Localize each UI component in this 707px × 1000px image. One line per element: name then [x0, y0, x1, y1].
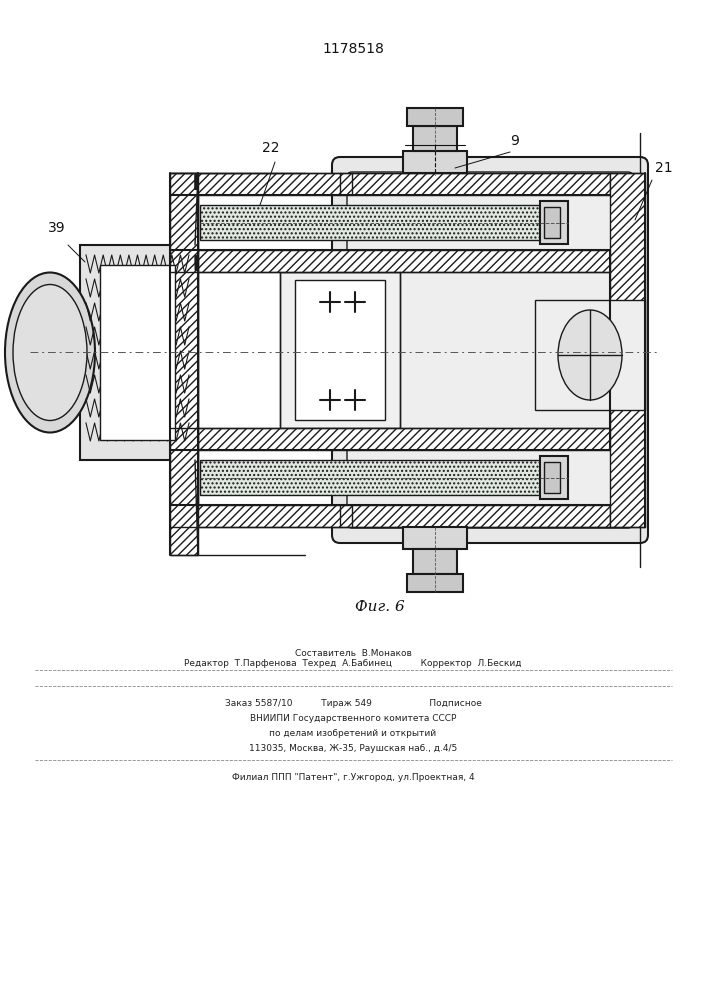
Bar [280, 272, 400, 428]
Text: Фиг. 6: Фиг. 6 [355, 600, 405, 614]
Text: Г - Г: Г - Г [417, 128, 452, 142]
Bar [100, 265, 175, 440]
Text: Заказ 5587/10          Тираж 549                    Подписное: Заказ 5587/10 Тираж 549 Подписное [225, 699, 481, 708]
Bar [170, 173, 610, 195]
Text: 1178518: 1178518 [322, 42, 384, 56]
Bar [403, 151, 467, 173]
Bar [544, 462, 560, 493]
Bar [170, 428, 610, 450]
Text: по делам изобретений и открытий: по делам изобретений и открытий [269, 729, 436, 738]
Text: Составитель  В.Монаков: Составитель В.Монаков [295, 649, 411, 658]
Text: 113035, Москва, Ж-35, Раушская наб., д.4/5: 113035, Москва, Ж-35, Раушская наб., д.4… [249, 744, 457, 753]
Bar [403, 527, 467, 549]
FancyBboxPatch shape [332, 157, 648, 543]
Ellipse shape [558, 310, 622, 400]
Text: Редактор  Т.Парфенова  Техред  А.Бабинец          Корректор  Л.Бескид: Редактор Т.Парфенова Техред А.Бабинец Ко… [185, 659, 522, 668]
Bar [610, 173, 645, 527]
Text: 39: 39 [48, 221, 66, 235]
Bar [200, 205, 540, 240]
Text: ВНИИПИ Государственного комитета СССР: ВНИИПИ Государственного комитета СССР [250, 714, 456, 723]
Bar [407, 574, 463, 592]
Bar [170, 505, 610, 527]
FancyBboxPatch shape [347, 172, 633, 528]
Bar [80, 245, 195, 460]
Bar [407, 108, 463, 126]
Text: Филиал ППП "Патент", г.Ужгород, ул.Проектная, 4: Филиал ППП "Патент", г.Ужгород, ул.Проек… [232, 773, 474, 782]
Text: 22: 22 [262, 141, 279, 155]
Bar [200, 460, 540, 495]
Bar [535, 300, 645, 410]
Bar [544, 207, 560, 238]
Bar [170, 250, 610, 272]
Text: 21: 21 [655, 161, 672, 175]
Ellipse shape [13, 284, 87, 420]
Bar [170, 173, 198, 555]
Bar [295, 280, 385, 420]
Bar [413, 126, 457, 151]
Bar [540, 201, 568, 244]
Text: 9: 9 [510, 134, 519, 148]
Bar [413, 549, 457, 574]
Bar [540, 456, 568, 499]
Ellipse shape [5, 272, 95, 432]
